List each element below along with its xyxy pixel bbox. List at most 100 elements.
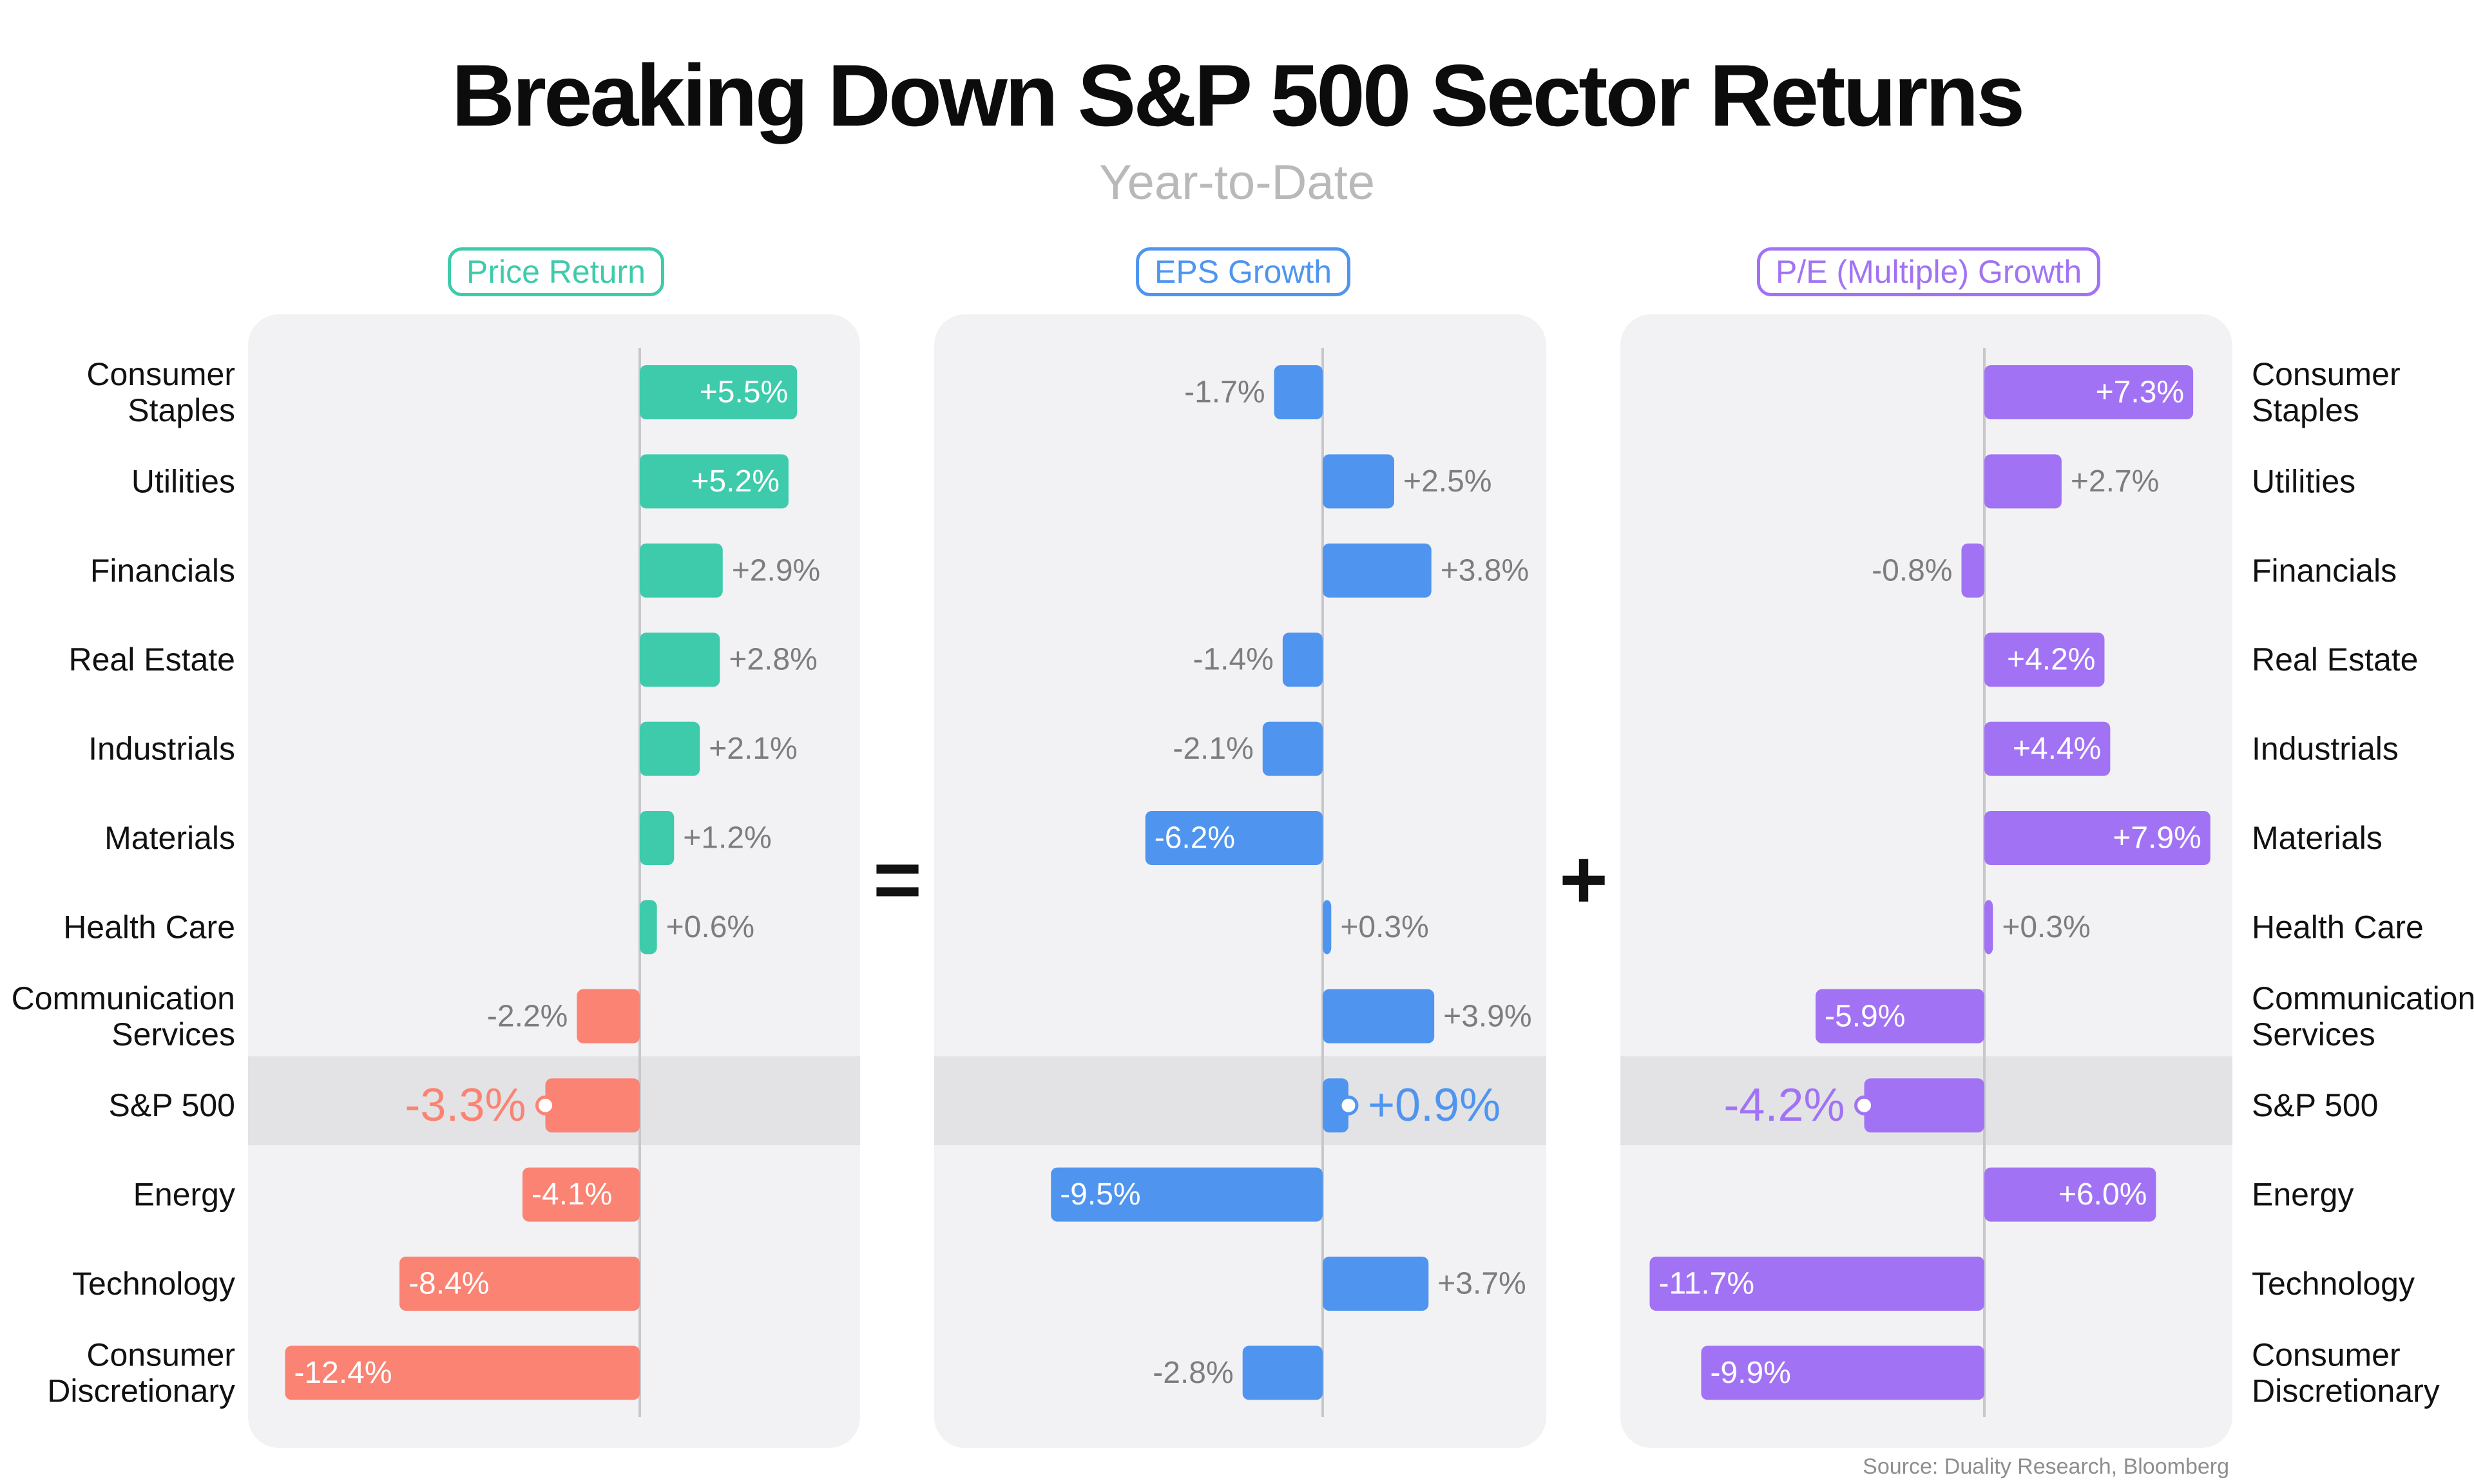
category-label-left: Industrials [88,731,235,767]
bar-value-label: -4.1% [532,1177,612,1212]
bar-value-label: -2.8% [1153,1356,1233,1390]
category-label-left: Services [111,1016,235,1052]
bar-value-label: +2.7% [2071,464,2159,499]
plus-operator: + [1559,832,1608,926]
category-label-left: S&P 500 [109,1087,235,1123]
bar-value-label: +2.8% [729,643,817,677]
bar-value-label: -6.2% [1155,821,1235,855]
category-label-left: Staples [128,392,235,428]
category-label-right: Staples [2252,392,2359,428]
bar [522,1167,640,1222]
equals-operator: = [873,832,922,926]
bar-value-label: +0.3% [1340,910,1428,944]
bar [1145,811,1323,865]
category-label-right: Industrials [2252,731,2399,767]
category-label-left: Consumer [86,356,235,392]
category-label-left: Consumer [86,1337,235,1373]
category-label-right: Technology [2252,1266,2415,1302]
bar [1051,1167,1323,1222]
bar [640,900,657,955]
bar-value-label: -2.2% [487,999,568,1033]
bar-value-label: +7.9% [2113,821,2201,855]
chart-title: Breaking Down S&P 500 Sector Returns [451,46,2025,144]
bar-value-label: +3.9% [1443,999,1531,1033]
bar-value-label: -12.4% [294,1356,392,1390]
panel-eps-growth [934,314,1546,1448]
category-label-right: S&P 500 [2252,1087,2378,1123]
bar [1984,633,2105,687]
category-label-right: Communication [2252,980,2474,1016]
bar [1274,365,1323,419]
category-label-left: Real Estate [69,642,235,678]
bar [1323,1078,1348,1133]
bar [640,811,675,865]
bar [285,1346,640,1400]
bar [1282,633,1323,687]
sp500-highlight-band [934,1056,1546,1145]
bar [1864,1078,1984,1133]
category-label-right: Financials [2252,553,2397,589]
panel-title-price-return: Price Return [448,247,664,296]
bar [1984,365,2194,419]
sp500-marker [535,1095,555,1116]
bar [1649,1257,1984,1311]
category-label-right: Consumer [2252,1337,2401,1373]
bar-value-label: +1.2% [683,821,771,855]
bar-value-label: +7.3% [2096,376,2184,410]
category-label-right: Real Estate [2252,642,2418,678]
source-note: Source: Duality Research, Bloomberg [1863,1454,2229,1479]
sp500-value-label: -4.2% [1723,1080,1845,1131]
bar [1323,1257,1429,1311]
category-label-right: Consumer [2252,356,2401,392]
bar [1984,1167,2156,1222]
category-label-left: Communication [12,980,235,1016]
category-label-right: Materials [2252,820,2383,856]
bar [399,1257,640,1311]
bar [1323,989,1435,1043]
bar-value-label: -0.8% [1872,553,1952,587]
bar [1323,543,1432,598]
bar-value-label: -2.1% [1173,732,1253,766]
bar-value-label: -1.4% [1193,643,1273,677]
bar-value-label: +3.8% [1441,553,1529,587]
bar [577,989,640,1043]
category-label-left: Discretionary [47,1373,235,1409]
bar-value-label: +2.5% [1403,464,1491,499]
bar-value-label: +2.1% [709,732,797,766]
bar [1984,721,2111,776]
sp500-value-label: +0.9% [1368,1080,1501,1131]
bar [1984,454,2062,509]
sp500-marker [1338,1095,1359,1116]
bar-value-label: +4.4% [2013,732,2101,766]
bar [640,543,723,598]
category-label-right: Services [2252,1016,2375,1052]
bar [1323,454,1394,509]
bar-value-label: -1.7% [1184,376,1265,410]
category-label-right: Energy [2252,1177,2354,1213]
bar [1984,900,1993,955]
category-label-right: Utilities [2252,463,2355,499]
bar [1701,1346,1984,1400]
bar [1984,811,2210,865]
bar-value-label: +5.5% [700,376,788,410]
panel-title-eps-growth: EPS Growth [1136,247,1351,296]
chart-subtitle: Year-to-Date [1098,155,1376,210]
bar-value-label: -9.5% [1060,1177,1140,1212]
sp500-value-label: -3.3% [405,1080,526,1131]
bar-value-label: +0.6% [666,910,754,944]
panel-title-pe-growth: P/E (Multiple) Growth [1757,247,2101,296]
bar-value-label: +0.3% [2002,910,2090,944]
bar-value-label: +6.0% [2058,1177,2147,1212]
bar-value-label: +2.9% [732,553,820,587]
category-label-left: Technology [72,1266,235,1302]
category-label-right: Discretionary [2252,1373,2440,1409]
bar-value-label: +5.2% [691,464,779,499]
category-label-left: Energy [133,1177,235,1213]
bar [640,454,789,509]
bar-value-label: +3.7% [1437,1267,1526,1301]
bar [545,1078,640,1133]
category-label-left: Utilities [131,463,235,499]
bar [1961,543,1984,598]
bar [1262,721,1323,776]
